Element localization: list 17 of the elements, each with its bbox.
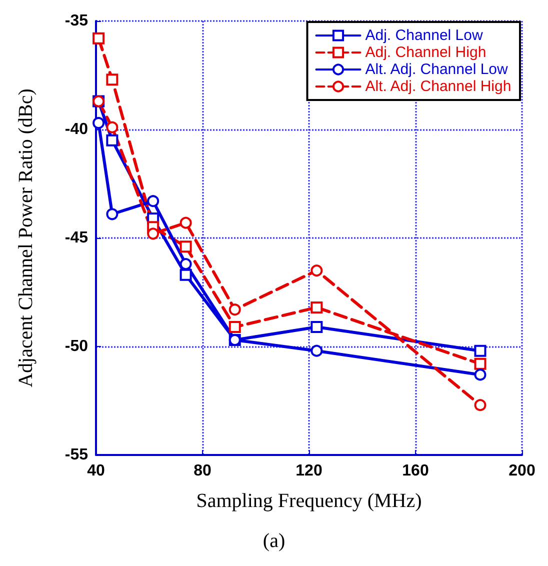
text: (a) xyxy=(262,530,286,552)
y-tick-label: -45 xyxy=(64,230,88,246)
y-tick-label: -55 xyxy=(64,446,88,464)
x-tick-label: 80 xyxy=(194,462,212,480)
y-tick-label: -40 xyxy=(64,121,88,138)
legend-label: Alt. Adj. Channel Low xyxy=(365,61,508,78)
x-tick-label: 200 xyxy=(508,462,536,480)
legend-label: Adj. Channel Low xyxy=(365,27,483,44)
x-tick-label: 40 xyxy=(87,462,105,480)
x-tick-label: 120 xyxy=(296,462,322,480)
x-tick-label: 160 xyxy=(402,462,429,480)
x-axis-title: Sampling Frequency (MHz) xyxy=(196,490,422,512)
y-axis-title: Adjacent Channel Power Ratio (dBc) xyxy=(15,88,37,388)
legend-label: Adj. Channel High xyxy=(365,44,486,61)
y-tick-label: -35 xyxy=(64,12,88,30)
y-tick-label: -50 xyxy=(64,338,88,355)
legend-label: Alt. Adj. Channel High xyxy=(365,78,512,95)
